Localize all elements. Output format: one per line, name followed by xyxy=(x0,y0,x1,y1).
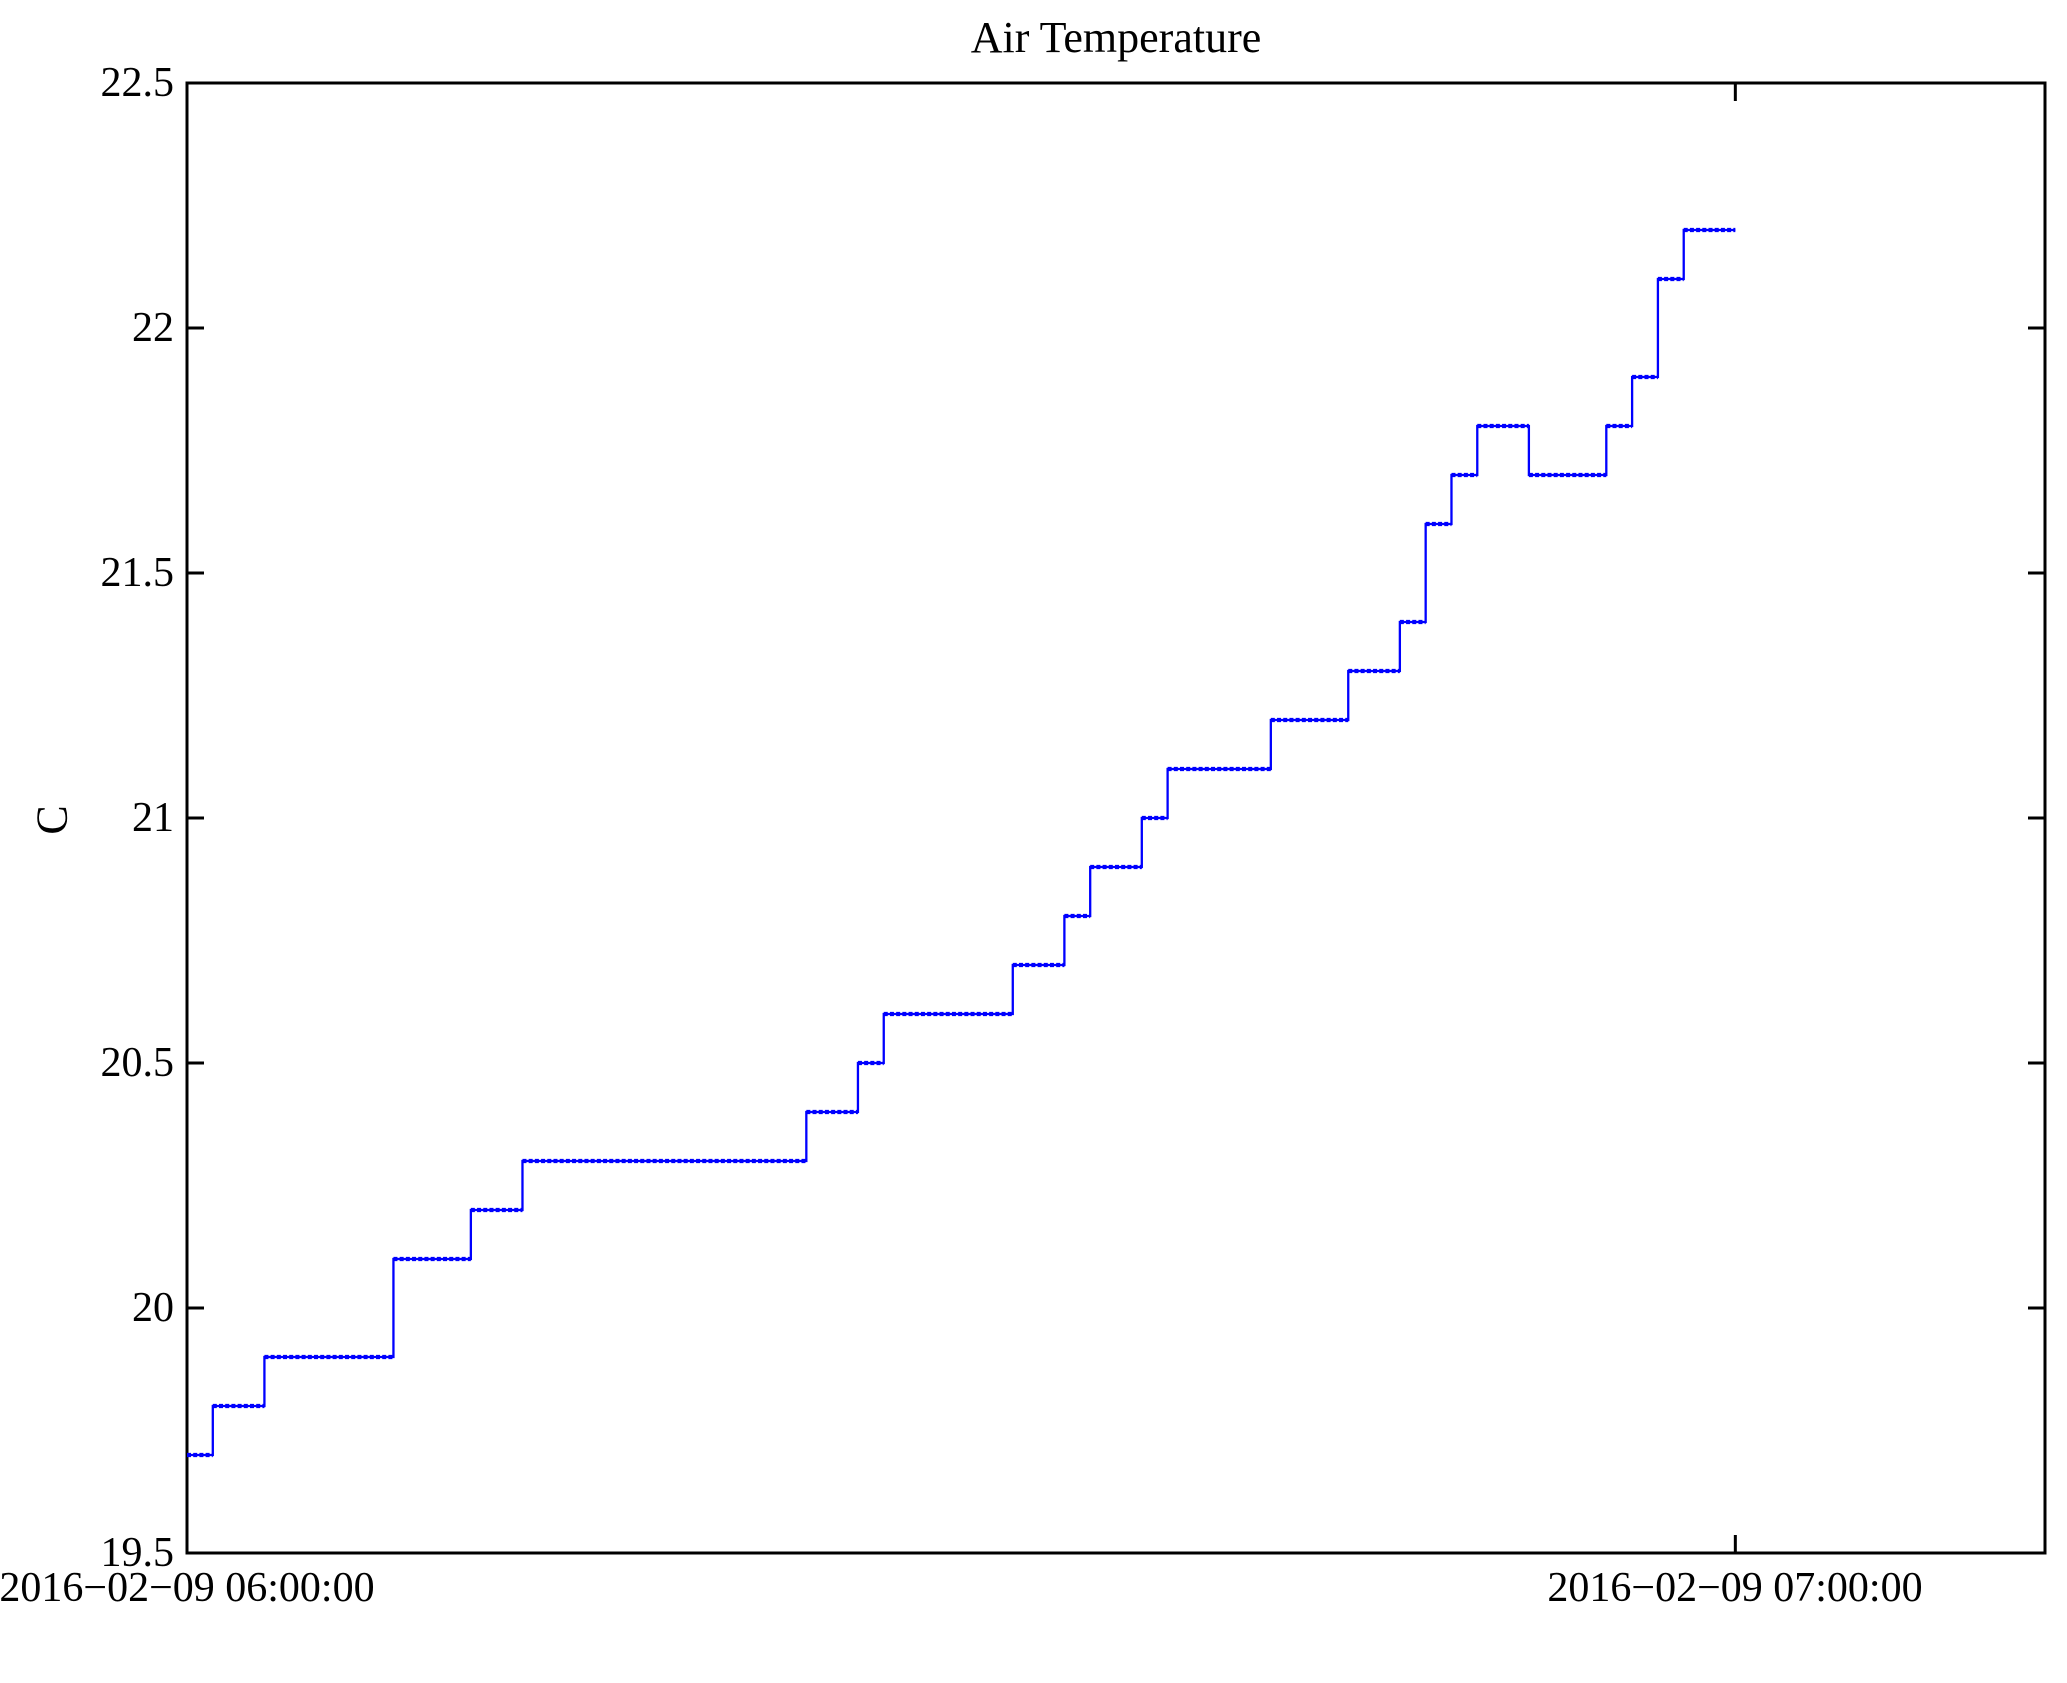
plot-border xyxy=(185,81,2047,1555)
y-tick-label: 21.5 xyxy=(100,550,175,596)
y-tick-label: 20.5 xyxy=(100,1040,175,1086)
y-tick-label: 22 xyxy=(132,305,174,351)
y-tick-label: 21 xyxy=(132,795,174,841)
temperature-step-line xyxy=(187,228,1736,1457)
y-tick-label: 20 xyxy=(132,1285,174,1331)
temperature-step-markers xyxy=(187,227,1736,1458)
y-tick-label: 22.5 xyxy=(100,60,175,106)
chart-title: Air Temperature xyxy=(970,13,1262,62)
y-tick-label: 19.5 xyxy=(100,1530,175,1576)
x-tick-label: 2016−02−09 07:00:00 xyxy=(1547,1565,1923,1611)
x-tick-label: 2016−02−09 06:00:00 xyxy=(0,1565,375,1611)
